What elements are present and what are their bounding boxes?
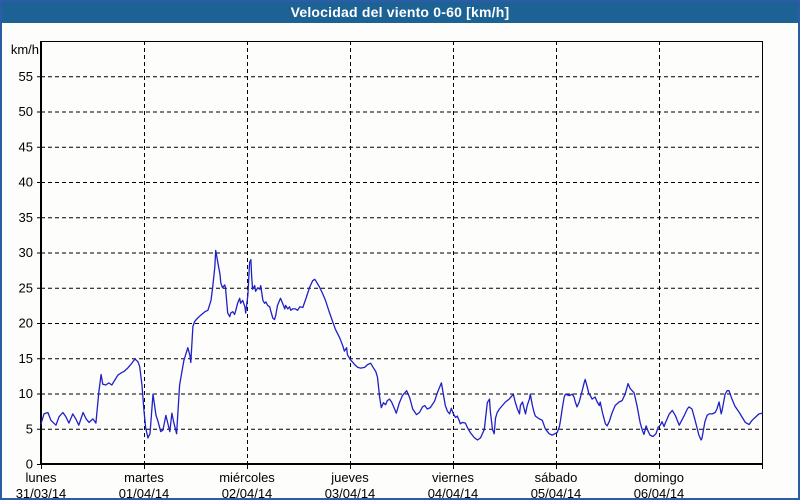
x-gridlines: [144, 41, 660, 464]
day-name-label: sábado: [535, 470, 578, 485]
svg-text:40: 40: [19, 175, 33, 190]
day-name-label: lunes: [25, 470, 57, 485]
svg-text:0: 0: [26, 457, 33, 472]
day-date-label: 03/04/14: [325, 486, 376, 500]
chart-title: Velocidad del viento 0-60 [km/h]: [290, 4, 510, 20]
svg-text:10: 10: [19, 386, 33, 401]
wind-speed-line: [40, 249, 763, 441]
day-name-label: miércoles: [219, 470, 275, 485]
y-axis-labels: 0 5 10 15 20 25 30 35 40 45 50 55: [19, 69, 33, 472]
day-date-label: 06/04/14: [634, 486, 685, 500]
day-name-label: domingo: [634, 470, 684, 485]
svg-text:30: 30: [19, 245, 33, 260]
svg-text:45: 45: [19, 139, 33, 154]
svg-text:20: 20: [19, 316, 33, 331]
day-date-label: 01/04/14: [119, 486, 170, 500]
day-date-label: 04/04/14: [428, 486, 479, 500]
svg-text:55: 55: [19, 69, 33, 84]
day-name-label: jueves: [330, 470, 369, 485]
y-axis-unit-label: km/h: [11, 42, 39, 57]
day-name-label: martes: [124, 470, 164, 485]
svg-text:15: 15: [19, 351, 33, 366]
title-bar: Velocidad del viento 0-60 [km/h]: [2, 2, 798, 23]
day-date-label: 31/03/14: [16, 486, 67, 500]
axis-ticks: [37, 76, 763, 469]
day-name-label: viernes: [432, 470, 474, 485]
day-date-label: 05/04/14: [531, 486, 582, 500]
day-date-label: 02/04/14: [222, 486, 273, 500]
svg-text:5: 5: [26, 421, 33, 436]
svg-text:25: 25: [19, 280, 33, 295]
y-gridlines: [41, 76, 762, 430]
svg-text:35: 35: [19, 210, 33, 225]
svg-text:50: 50: [19, 104, 33, 119]
